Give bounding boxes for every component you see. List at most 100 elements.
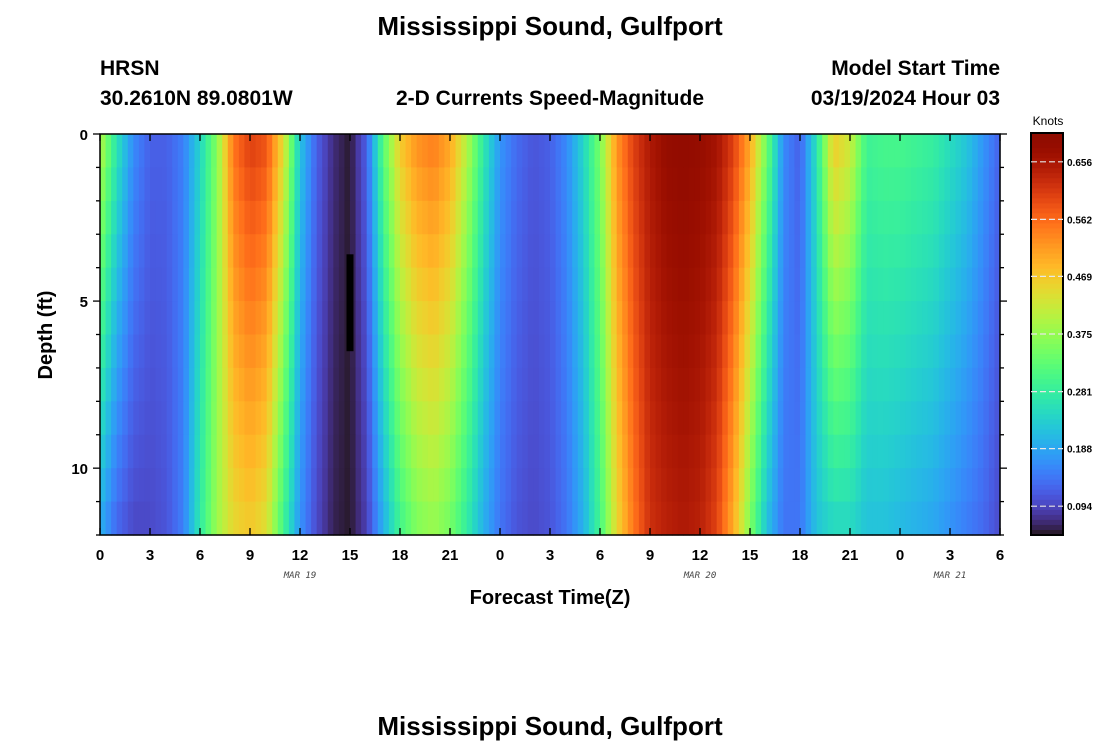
heatmap-cell xyxy=(794,367,801,402)
heatmap-cell xyxy=(177,134,184,169)
heatmap-cell xyxy=(844,434,851,469)
heatmap-cell xyxy=(266,200,273,235)
heatmap-cell xyxy=(961,301,968,336)
heatmap-cell xyxy=(800,267,807,302)
heatmap-cell xyxy=(372,234,379,269)
heatmap-cell xyxy=(505,501,512,536)
heatmap-cell xyxy=(766,367,773,402)
heatmap-cell xyxy=(361,301,368,336)
heatmap-cell xyxy=(111,200,118,235)
heatmap-cell xyxy=(522,267,529,302)
heatmap-cell xyxy=(494,434,501,469)
heatmap-cell xyxy=(827,367,834,402)
heatmap-cell xyxy=(661,167,668,202)
heatmap-cell xyxy=(738,234,746,269)
heatmap-cell xyxy=(372,468,379,503)
date-label: MAR 20 xyxy=(683,571,717,581)
heatmap-cell xyxy=(583,267,590,302)
heatmap-cell xyxy=(516,434,523,469)
heatmap-cell xyxy=(261,234,268,269)
heatmap-cell xyxy=(633,401,640,436)
heatmap-cell xyxy=(466,501,473,536)
colorbar-segment xyxy=(1031,484,1063,491)
x-tick-label: 9 xyxy=(646,547,654,564)
heatmap-cell xyxy=(733,468,740,503)
heatmap-cell xyxy=(972,134,979,169)
heatmap-cell xyxy=(400,334,407,369)
heatmap-cell xyxy=(405,234,412,269)
heatmap-cell xyxy=(366,234,373,269)
heatmap-cell xyxy=(777,234,784,269)
heatmap-cell xyxy=(333,167,340,202)
heatmap-cell xyxy=(966,468,973,503)
heatmap-cell xyxy=(188,367,196,402)
heatmap-cell xyxy=(894,334,901,369)
colorbar-segment xyxy=(1031,474,1063,481)
heatmap-cell xyxy=(172,267,179,302)
heatmap-cell xyxy=(522,401,529,436)
heatmap-cell xyxy=(916,200,923,235)
heatmap-cell xyxy=(372,434,379,469)
heatmap-cell xyxy=(855,334,862,369)
colorbar-segment xyxy=(1031,258,1063,265)
heatmap-cell xyxy=(700,167,707,202)
heatmap-cell xyxy=(722,434,729,469)
heatmap-cell xyxy=(438,301,446,336)
heatmap-cell xyxy=(261,367,268,402)
heatmap-cell xyxy=(844,267,851,302)
heatmap-cell xyxy=(116,267,123,302)
heatmap-cell xyxy=(238,167,246,202)
heatmap-cell xyxy=(738,267,746,302)
heatmap-cell xyxy=(544,267,551,302)
heatmap-cell xyxy=(177,401,184,436)
heatmap-cell xyxy=(938,301,946,336)
heatmap-cell xyxy=(672,301,679,336)
heatmap-cell xyxy=(461,301,468,336)
heatmap-cell xyxy=(266,234,273,269)
heatmap-cell xyxy=(994,367,1001,402)
heatmap-cell xyxy=(816,167,823,202)
heatmap-cell xyxy=(616,434,623,469)
heatmap-cell xyxy=(833,501,840,536)
heatmap-cell xyxy=(433,334,440,369)
heatmap-cell xyxy=(200,367,207,402)
heatmap-cell xyxy=(366,134,373,169)
heatmap-cell xyxy=(972,267,979,302)
heatmap-cell xyxy=(350,501,357,536)
colorbar-segment xyxy=(1031,148,1063,154)
heatmap-cell xyxy=(255,200,262,235)
heatmap-cell xyxy=(750,301,757,336)
heatmap-cell xyxy=(116,167,123,202)
heatmap-cell xyxy=(988,267,996,302)
heatmap-cell xyxy=(288,234,296,269)
heatmap-cell xyxy=(855,367,862,402)
heatmap-cell xyxy=(394,401,401,436)
heatmap-cell xyxy=(883,301,890,336)
heatmap-cell xyxy=(205,134,212,169)
heatmap-cell xyxy=(261,167,268,202)
heatmap-cell xyxy=(450,401,457,436)
heatmap-cell xyxy=(750,267,757,302)
heatmap-cell xyxy=(777,468,784,503)
heatmap-cell xyxy=(833,267,840,302)
heatmap-cell xyxy=(300,468,307,503)
heatmap-cell xyxy=(211,334,218,369)
heatmap-cell xyxy=(183,234,190,269)
heatmap-cell xyxy=(511,334,518,369)
heatmap-cell xyxy=(822,367,829,402)
heatmap-cell xyxy=(338,334,346,369)
heatmap-cell xyxy=(316,501,323,536)
heatmap-cell xyxy=(761,334,768,369)
heatmap-cell xyxy=(600,501,607,536)
heatmap-cell xyxy=(911,334,918,369)
heatmap-cell xyxy=(861,334,868,369)
heatmap-cell xyxy=(677,501,684,536)
heatmap-cell xyxy=(422,200,429,235)
heatmap-cell xyxy=(344,134,351,169)
heatmap-cell xyxy=(172,134,179,169)
heatmap-cell xyxy=(588,200,596,235)
heatmap-cell xyxy=(155,434,162,469)
colorbar-segment xyxy=(1031,308,1063,315)
heatmap-cell xyxy=(266,501,273,536)
